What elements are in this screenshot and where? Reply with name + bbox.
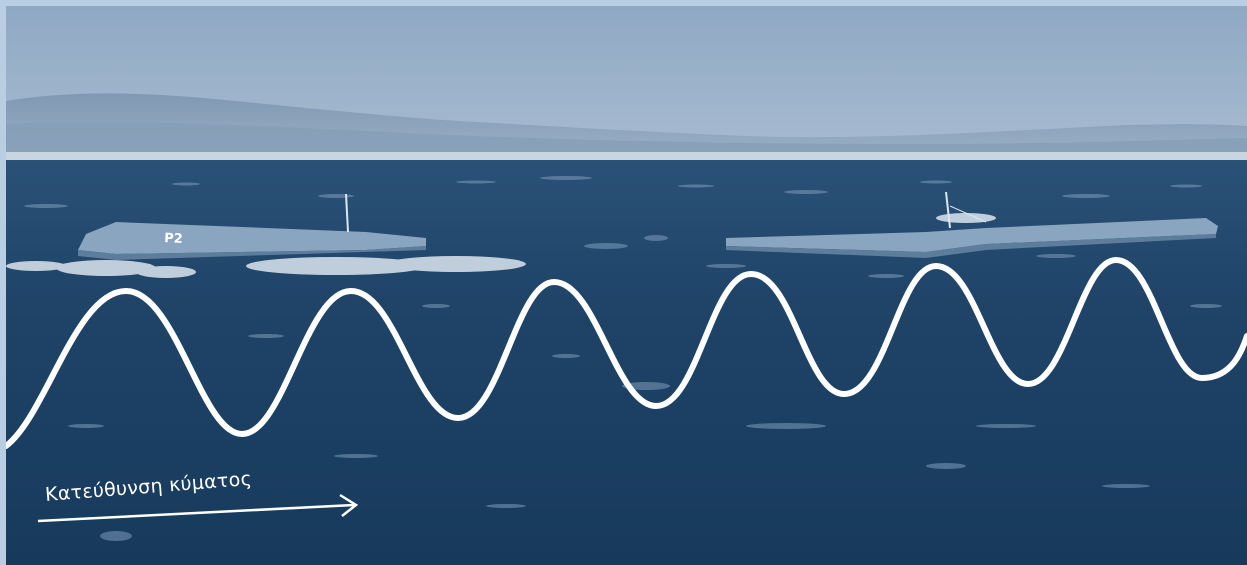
ocean-photo: P2 bbox=[6, 6, 1247, 565]
wave-energy-device-right bbox=[726, 191, 1218, 258]
sea-texture bbox=[24, 176, 1222, 541]
sine-wave-icon bbox=[6, 256, 1247, 449]
device-hull-marking: P2 bbox=[164, 231, 183, 247]
coastline bbox=[6, 121, 1247, 158]
beach bbox=[6, 152, 1247, 160]
sea bbox=[6, 160, 1247, 565]
right-arrow-icon bbox=[37, 493, 359, 523]
wave-energy-device-left: P2 bbox=[78, 193, 426, 260]
wave-spray bbox=[6, 213, 996, 278]
